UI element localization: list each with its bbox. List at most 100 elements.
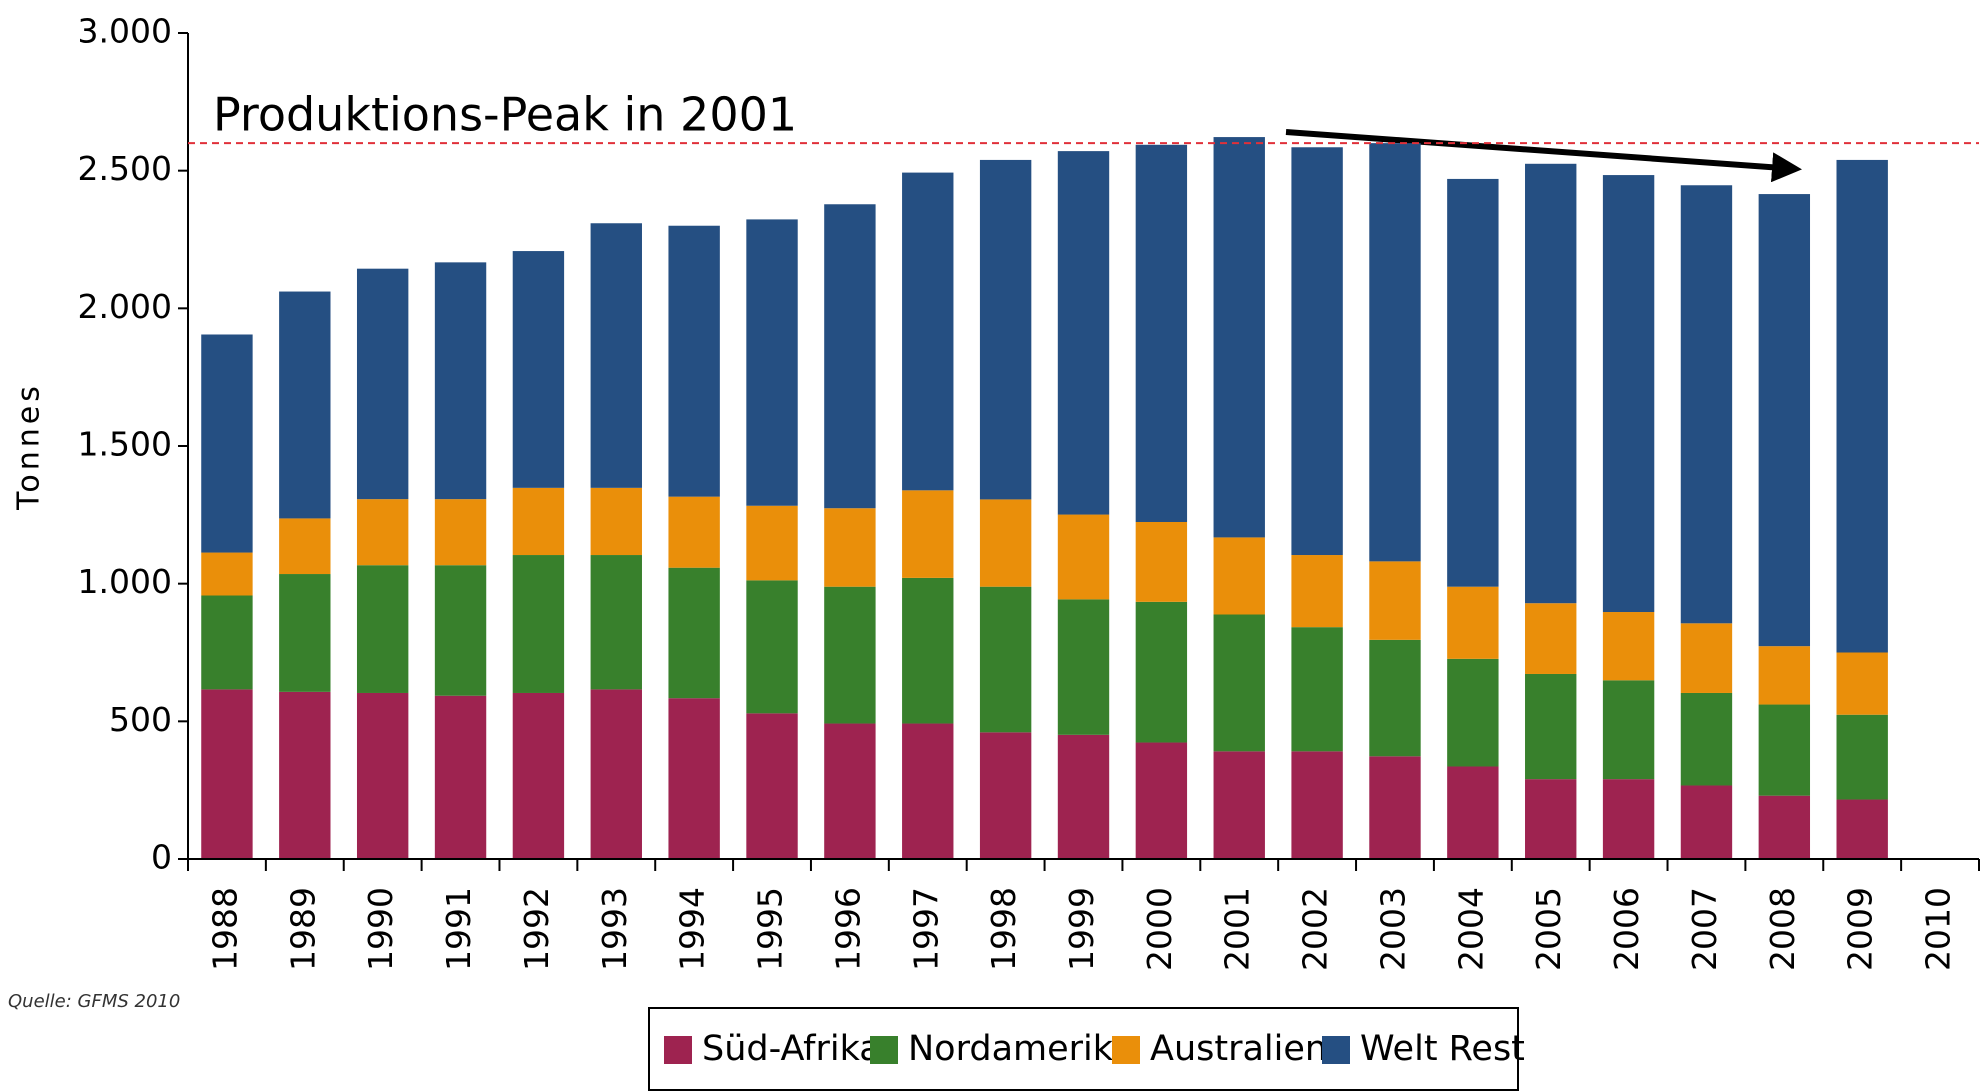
legend-box	[648, 1007, 1519, 1091]
bar-segment	[512, 487, 565, 556]
bar-segment	[1602, 175, 1655, 613]
bar-segment	[1602, 680, 1655, 780]
bar-segment	[512, 555, 565, 693]
bar-segment	[356, 692, 409, 859]
bar-segment	[1213, 537, 1265, 615]
x-tick-label: 1991	[439, 887, 478, 971]
bar-segment	[1369, 561, 1421, 640]
bar-segment	[590, 689, 642, 859]
legend-label: Welt Rest	[1360, 1029, 1525, 1069]
bar-segment	[1525, 779, 1577, 859]
bar-segment	[1135, 144, 1188, 522]
x-tick-label: 2007	[1685, 887, 1724, 971]
x-tick-label: 1992	[517, 887, 556, 971]
bar-segment	[201, 552, 253, 596]
bar-segment	[746, 580, 798, 714]
legend-label: Nordamerika	[908, 1029, 1134, 1069]
bar-segment	[1291, 627, 1343, 752]
bar-segment	[1135, 601, 1188, 743]
x-tick-label: 1997	[906, 887, 945, 971]
bar-segment	[1680, 785, 1733, 859]
bar-segment	[902, 172, 954, 491]
bar-segment	[279, 691, 331, 859]
bar-segment	[1758, 646, 1811, 705]
bar-segment	[1291, 147, 1343, 556]
legend-swatch	[870, 1036, 898, 1064]
x-tick-label: 2002	[1296, 887, 1335, 971]
bar-segment	[356, 565, 409, 693]
bar-segment	[1680, 692, 1733, 786]
annotation: Produktions-Peak in 2001	[213, 88, 797, 142]
bar-segment	[434, 565, 487, 696]
x-tick-label: 1993	[595, 887, 634, 971]
bar-segment	[1447, 586, 1499, 659]
bar-segment	[1836, 652, 1888, 715]
bar-segment	[668, 496, 720, 568]
x-tick-label: 2008	[1763, 887, 1802, 971]
bar-segment	[902, 577, 954, 724]
bar-segment	[279, 574, 331, 692]
legend-swatch	[1322, 1036, 1350, 1064]
x-tick-label: 1996	[828, 887, 867, 971]
bar-segment	[1680, 185, 1733, 624]
x-tick-label: 1989	[283, 887, 322, 971]
legend-swatch	[664, 1036, 692, 1064]
x-tick-label: 1999	[1062, 887, 1101, 971]
bar-segment	[1291, 751, 1343, 859]
bar-segment	[979, 732, 1032, 859]
x-tick-label: 2006	[1607, 887, 1646, 971]
bar-segment	[1836, 159, 1888, 653]
bar-segment	[668, 698, 720, 859]
legend-label: Süd-Afrika	[702, 1029, 881, 1069]
bar-segment	[979, 586, 1032, 733]
y-tick-label: 1.500	[78, 425, 172, 464]
bar-segment	[279, 291, 331, 519]
bar-segment	[1369, 639, 1421, 757]
x-tick-label: 1990	[361, 887, 400, 971]
bar-segment	[512, 251, 565, 488]
bar-segment	[1135, 742, 1188, 859]
bar-segment	[979, 159, 1032, 500]
bar-segment	[1135, 521, 1188, 602]
bar-segment	[902, 723, 954, 859]
bar-segment	[1680, 623, 1733, 693]
bar-segment	[1213, 614, 1265, 752]
bar-segment	[1291, 555, 1343, 628]
bar-segment	[1525, 163, 1577, 604]
bar-segment	[1447, 766, 1499, 859]
legend-label: Australien	[1150, 1029, 1327, 1069]
x-tick-label: 2003	[1373, 887, 1412, 971]
trend-arrow	[1285, 129, 1802, 183]
x-tick-label: 1995	[751, 887, 790, 971]
bar-segment	[1758, 194, 1811, 647]
bar-segment	[1369, 143, 1421, 562]
bar-segment	[1602, 612, 1655, 681]
bar-segment	[1758, 704, 1811, 796]
bar-segment	[590, 555, 642, 690]
bar-segment	[746, 219, 798, 506]
x-tick-label: 2005	[1529, 887, 1568, 971]
bar-segment	[746, 713, 798, 859]
bar-segment	[1447, 178, 1499, 587]
bar-segment	[668, 225, 720, 497]
source: Quelle: GFMS 2010	[8, 991, 180, 1012]
bar-segment	[1602, 779, 1655, 859]
x-tick-label: 2010	[1919, 887, 1958, 971]
x-tick-label: 2004	[1451, 887, 1490, 971]
bar-segment	[201, 334, 253, 553]
x-tick-label: 2000	[1140, 887, 1179, 971]
bar-segment	[1525, 673, 1577, 780]
bar-segment	[1057, 599, 1110, 735]
bar-segment	[979, 499, 1032, 587]
y-tick-label: 500	[109, 700, 172, 739]
bar-segment	[824, 204, 876, 509]
bar-segment	[1057, 734, 1110, 859]
x-tick-label: 2009	[1841, 887, 1880, 971]
x-tick-label: 1998	[984, 887, 1023, 971]
bar-segment	[1057, 151, 1110, 515]
bar-segment	[356, 268, 409, 500]
y-tick-label: 1.000	[78, 562, 172, 601]
bar-segment	[356, 499, 409, 566]
bar-segment	[1213, 751, 1265, 859]
